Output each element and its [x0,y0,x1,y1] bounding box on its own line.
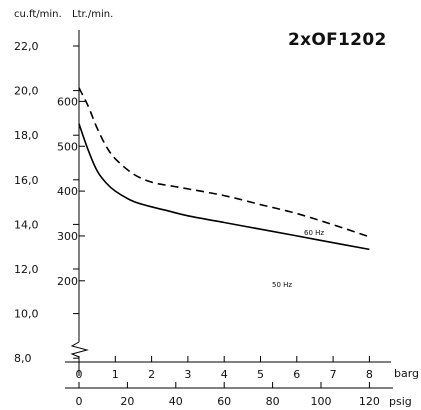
ltr-tick-label: 300 [57,230,78,243]
cuft-tick-label: 20,0 [14,85,39,98]
barg-tick-label: 5 [257,368,264,381]
ltr-tick-label: 400 [57,185,78,198]
psig-tick-label: 20 [120,395,134,408]
barg-tick-label: 3 [184,368,191,381]
psig-tick-label: 100 [311,395,332,408]
ltr-tick-label: 600 [57,95,78,108]
psig-tick-label: 40 [169,395,183,408]
ltr-axis-unit: Ltr./min. [72,9,113,20]
cuft-tick-label: 10,0 [14,308,39,321]
barg-tick-label: 7 [330,368,337,381]
x-axis-unit-barg: barg [394,367,419,380]
x-axis-unit-psig: psig [389,395,412,408]
cuft-axis-unit: cu.ft/min. [14,9,62,20]
cuft-tick-label: 14,0 [14,218,39,231]
barg-tick-label: 8 [366,368,373,381]
cuft-tick-label: 12,0 [14,263,39,276]
barg-tick-label: 6 [293,368,300,381]
cuft-tick-label: 18,0 [14,129,39,142]
psig-tick-label: 60 [217,395,231,408]
series-label-60hz: 60 Hz [304,229,324,237]
barg-tick-label: 0 [76,368,83,381]
series-lines [78,87,370,251]
chart-title: 2xOF1202 [288,30,387,50]
ltr-tick-label: 200 [57,275,78,288]
barg-tick-label: 4 [221,368,228,381]
axes [65,30,393,389]
series-line-50hz [78,123,370,251]
psig-tick-label: 80 [266,395,280,408]
barg-tick-label: 2 [148,368,155,381]
psig-tick-label: 0 [76,395,83,408]
psig-tick-label: 120 [359,395,380,408]
ticks: 22,020,018,016,014,012,010,08,0600500400… [14,40,380,408]
series-line-60hz [78,87,370,238]
cuft-tick-label: 8,0 [14,352,32,365]
series-label-50hz: 50 Hz [272,281,292,289]
barg-tick-label: 1 [112,368,119,381]
cuft-tick-label: 16,0 [14,174,39,187]
cuft-tick-label: 22,0 [14,40,39,53]
ltr-tick-label: 500 [57,140,78,153]
